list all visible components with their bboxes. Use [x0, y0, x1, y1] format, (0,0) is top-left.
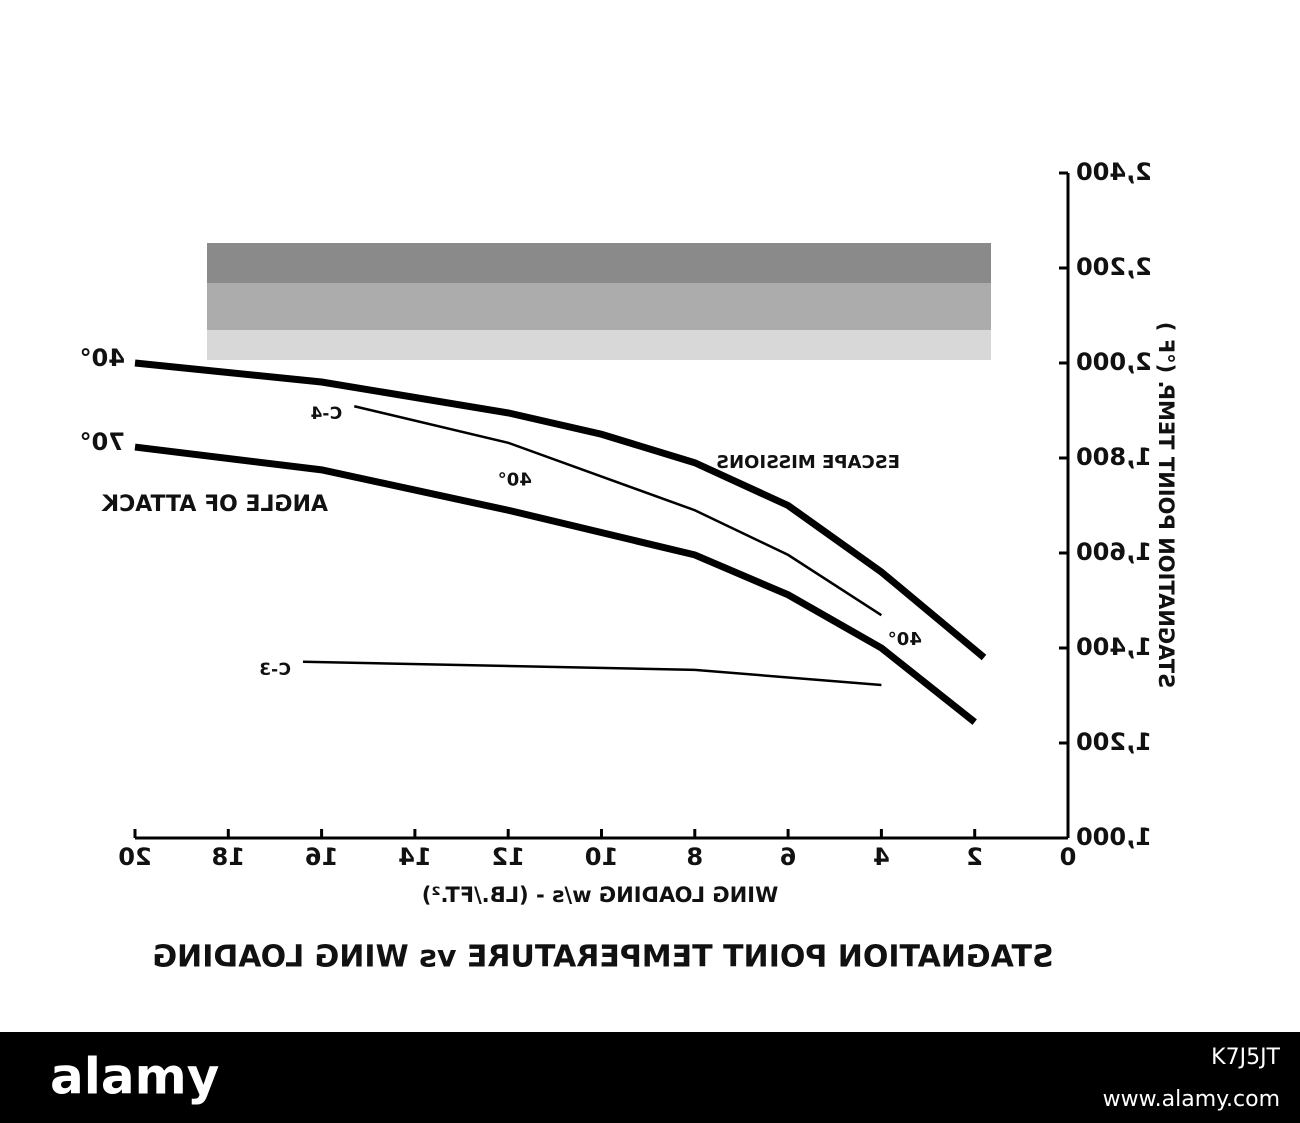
watermark-brand: alamy [50, 1048, 219, 1106]
x-tick-label: 18 [212, 843, 245, 871]
band-dark [207, 243, 991, 283]
y-tick-label: 1,400 [1076, 633, 1152, 661]
watermark-bar [0, 1032, 1300, 1123]
watermark-id: K7J5JT [1211, 1045, 1280, 1070]
chart-title: STAGNATION POINT TEMPERATURE vs WING LOA… [152, 940, 1053, 975]
series-angle-label: 40° [498, 469, 532, 490]
y-tick-label: 1,000 [1076, 823, 1152, 851]
y-tick-label: 1,800 [1076, 443, 1152, 471]
x-tick-label: 6 [780, 843, 797, 871]
x-tick-label: 20 [118, 843, 151, 871]
annotation: ESCAPE MISSIONS [716, 452, 900, 473]
watermark-url: www.alamy.com [1103, 1087, 1280, 1112]
x-tick-label: 0 [1060, 843, 1077, 871]
x-tick-label: 16 [305, 843, 338, 871]
series-angle-label: 40° [888, 629, 922, 650]
band-mid [207, 283, 991, 330]
y-tick-label: 2,400 [1076, 158, 1152, 186]
background [0, 0, 1300, 1032]
x-tick-label: 2 [966, 843, 983, 871]
y-tick-label: 1,600 [1076, 538, 1152, 566]
line [302, 660, 882, 687]
x-tick-label: 14 [398, 843, 431, 871]
x-tick-label: 8 [686, 843, 703, 871]
band-light [207, 330, 991, 360]
series-label: C-4 [310, 404, 342, 424]
line [353, 405, 883, 617]
series-label: 70° [80, 428, 125, 456]
line [134, 443, 977, 725]
line [134, 359, 987, 661]
y-axis-label: STAGNATION POINT TEMP. (°F ) [1154, 322, 1178, 688]
x-tick-label: 10 [585, 843, 618, 871]
annotation: ANGLE OF ATTACK [101, 492, 328, 517]
x-axis-label: WING LOADING w/s - (LB./FT.²) [422, 883, 778, 907]
y-tick-label: 2,200 [1076, 253, 1152, 281]
x-tick-label: 4 [873, 843, 890, 871]
x-tick-label: 12 [491, 843, 524, 871]
series-label: C-3 [259, 660, 291, 680]
y-tick-label: 2,000 [1076, 348, 1152, 376]
y-tick-label: 1,200 [1076, 728, 1152, 756]
series-label: 40° [80, 344, 125, 372]
